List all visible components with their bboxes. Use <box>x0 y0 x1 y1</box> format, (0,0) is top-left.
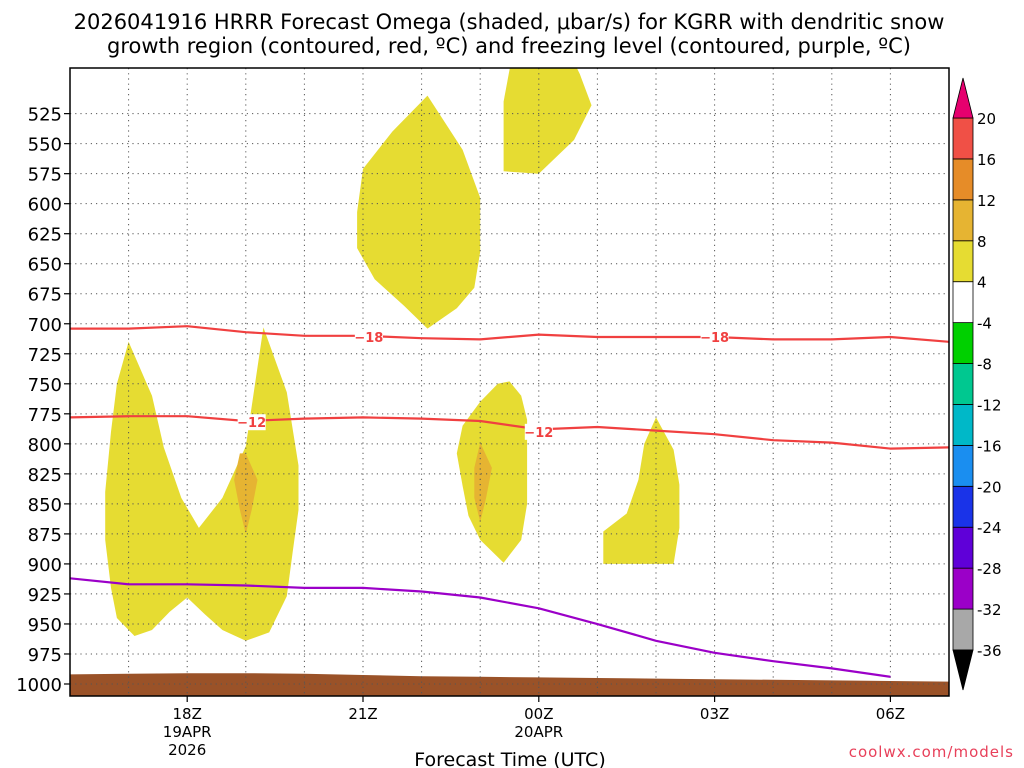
y-tick-label-675: 675 <box>28 285 62 306</box>
y-tick-label-525: 525 <box>28 105 62 126</box>
contour-label-bg <box>524 423 553 440</box>
contour-label-0-1: −18 <box>700 331 729 346</box>
x-tick-label-21Z: 21Z <box>348 705 377 723</box>
colorbar-label-10: 8 <box>977 233 987 251</box>
y-tick-label-925: 925 <box>28 585 62 606</box>
colorbar-bottom-arrow <box>952 649 974 691</box>
y-tick-label-800: 800 <box>28 435 62 456</box>
terrain-surface <box>70 673 949 696</box>
y-axis-ticks: 525 550 575 600 625 650 675 700 725 750 775 800 825 8… <box>16 105 70 696</box>
colorbar-top-arrow <box>952 77 974 119</box>
y-tick-label-625: 625 <box>28 225 62 246</box>
contour-label-0-0: −18 <box>354 331 383 346</box>
colorbar-label-5: -16 <box>977 437 1002 455</box>
contour-lines: −18 −18 −12 −12 <box>70 325 949 678</box>
x-axis-label: Forecast Time (UTC) <box>414 749 605 768</box>
y-tick-label-575: 575 <box>28 165 62 186</box>
y-tick-label-850: 850 <box>28 495 62 516</box>
colorbar-band-3 <box>952 485 974 528</box>
omega-shading <box>105 68 680 641</box>
contour-label-bg <box>237 414 266 431</box>
contour-label-1-1: −12 <box>524 426 553 441</box>
colorbar-label-3: -24 <box>977 519 1002 537</box>
y-tick-label-975: 975 <box>28 645 62 666</box>
x-tick-label-06Z: 06Z <box>876 705 905 723</box>
colorbar-label-9: 4 <box>977 274 987 292</box>
contour-line-0 <box>70 325 949 343</box>
terrain-fill <box>70 673 949 696</box>
colorbar-label-13: 20 <box>977 110 996 128</box>
colorbar-band-2 <box>952 526 974 569</box>
colorbar-band-9 <box>952 240 974 283</box>
y-tick-label-725: 725 <box>28 345 62 366</box>
colorbar-label-6: -12 <box>977 396 1002 414</box>
y-tick-label-550: 550 <box>28 135 62 156</box>
colorbar-band-11 <box>952 158 974 201</box>
colorbar-band-7 <box>952 322 974 364</box>
colorbar-label-2: -28 <box>977 560 1002 578</box>
y-tick-label-875: 875 <box>28 525 62 546</box>
omega-region-4 <box>603 417 680 564</box>
contour-line-2 <box>70 577 891 678</box>
colorbar-band-1 <box>952 567 974 610</box>
contour-label-bg <box>700 328 729 345</box>
y-tick-label-775: 775 <box>28 405 62 426</box>
colorbar-band-8 <box>952 281 974 324</box>
x-tick-label-03Z: 03Z <box>700 705 729 723</box>
y-tick-label-600: 600 <box>28 195 62 216</box>
chart-title-line1: 2026041916 HRRR Forecast Omega (shaded, … <box>74 10 945 34</box>
omega-region-1 <box>357 95 481 329</box>
colorbar-label-11: 12 <box>977 192 996 210</box>
colorbar-band-10 <box>952 199 974 242</box>
y-tick-label-825: 825 <box>28 465 62 486</box>
omega-region-3 <box>456 381 528 563</box>
x-tick-date-00Z: 20APR <box>514 723 563 741</box>
contour-label-1-0: −12 <box>237 416 266 431</box>
chart-title-line2: growth region (contoured, red, ºC) and f… <box>107 34 911 58</box>
credit-text: coolwx.com/models <box>849 743 1014 761</box>
colorbar-band-4 <box>952 444 974 487</box>
colorbar-label-1: -32 <box>977 601 1002 619</box>
omega-region-6 <box>474 442 492 522</box>
grid-lines <box>70 68 949 696</box>
y-tick-label-900: 900 <box>28 555 62 576</box>
y-tick-label-650: 650 <box>28 255 62 276</box>
plot-area: −18 −18 −12 −12 <box>70 68 949 696</box>
colorbar-band-0 <box>952 608 974 651</box>
y-tick-label-700: 700 <box>28 315 62 336</box>
contour-label-bg <box>354 328 383 345</box>
x-tick-label-00Z: 00Z <box>524 705 553 723</box>
colorbar-band-6 <box>952 363 974 405</box>
colorbar: -36 -32 -28 -24 -20 -16 -12 -8 -4 4 8 12 16 20 <box>952 77 1002 691</box>
colorbar-band-5 <box>952 404 974 446</box>
x-tick-label-18Z: 18Z <box>173 705 202 723</box>
colorbar-label-0: -36 <box>977 642 1002 660</box>
plot-frame <box>69 67 950 697</box>
colorbar-band-12 <box>952 117 974 160</box>
omega-region-2 <box>503 68 592 174</box>
x-tick-year-18Z: 2026 <box>168 741 206 759</box>
y-tick-label-750: 750 <box>28 375 62 396</box>
colorbar-label-12: 16 <box>977 151 996 169</box>
omega-region-0 <box>105 327 299 641</box>
y-tick-label-1000: 1000 <box>16 675 62 696</box>
y-tick-label-950: 950 <box>28 615 62 636</box>
colorbar-label-4: -20 <box>977 478 1002 496</box>
colorbar-label-7: -8 <box>977 356 992 374</box>
colorbar-label-8: -4 <box>977 315 992 333</box>
omega-region-5 <box>234 453 258 534</box>
x-tick-date-18Z: 19APR <box>163 723 212 741</box>
